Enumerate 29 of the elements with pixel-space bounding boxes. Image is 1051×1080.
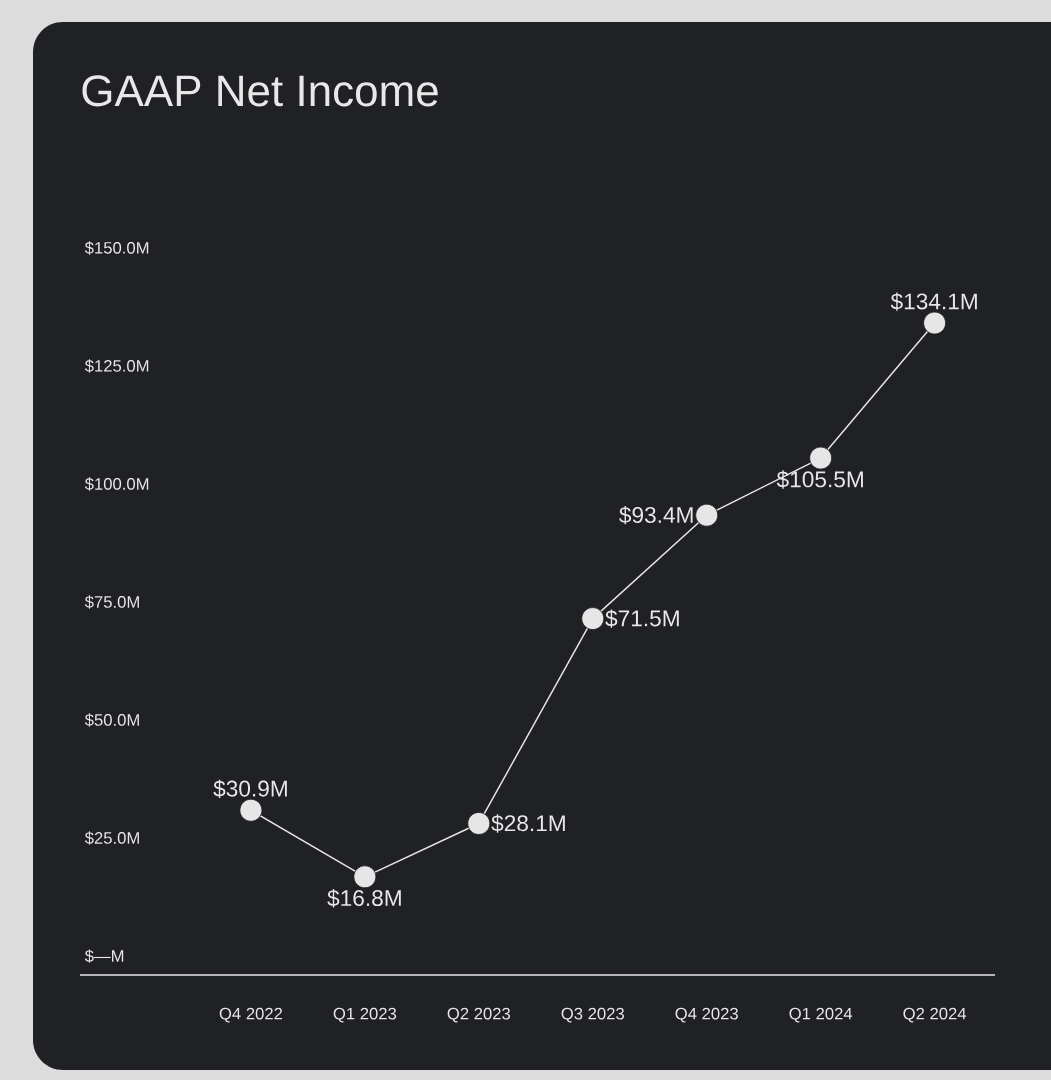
data-label: $71.5M (605, 609, 679, 628)
data-label: $134.1M (890, 292, 977, 311)
data-label: $16.8M (327, 889, 401, 908)
point (695, 503, 719, 527)
point (353, 865, 377, 889)
point (239, 798, 263, 822)
data-label: $93.4M (619, 506, 693, 525)
data-label: $105.5M (776, 470, 863, 489)
x-tick-label: Q4 2022 (219, 1007, 283, 1023)
y-tick-label: $125.0M (84, 359, 149, 373)
point (467, 812, 491, 835)
y-tick-label: $—M (84, 949, 124, 963)
x-tick-label: Q3 2023 (561, 1007, 624, 1023)
chart-title: GAAP Net Income (82, 75, 438, 107)
y-tick-label: $150.0M (84, 241, 149, 255)
point (809, 446, 833, 470)
data-label: $28.1M (491, 814, 565, 833)
y-tick-label: $50.0M (84, 713, 139, 727)
y-tick-label: $75.0M (84, 595, 139, 609)
point (581, 607, 605, 630)
x-tick-label: Q4 2023 (675, 1007, 738, 1023)
x-tick-label: Q2 2023 (447, 1007, 511, 1023)
x-tick-label: Q1 2023 (333, 1007, 397, 1023)
point (923, 311, 947, 335)
x-tick-label: Q1 2024 (789, 1007, 853, 1023)
x-tick-label: Q2 2024 (903, 1007, 967, 1023)
y-tick-label: $100.0M (84, 477, 149, 491)
data-label: $30.9M (213, 779, 287, 798)
y-tick-label: $25.0M (84, 831, 139, 845)
